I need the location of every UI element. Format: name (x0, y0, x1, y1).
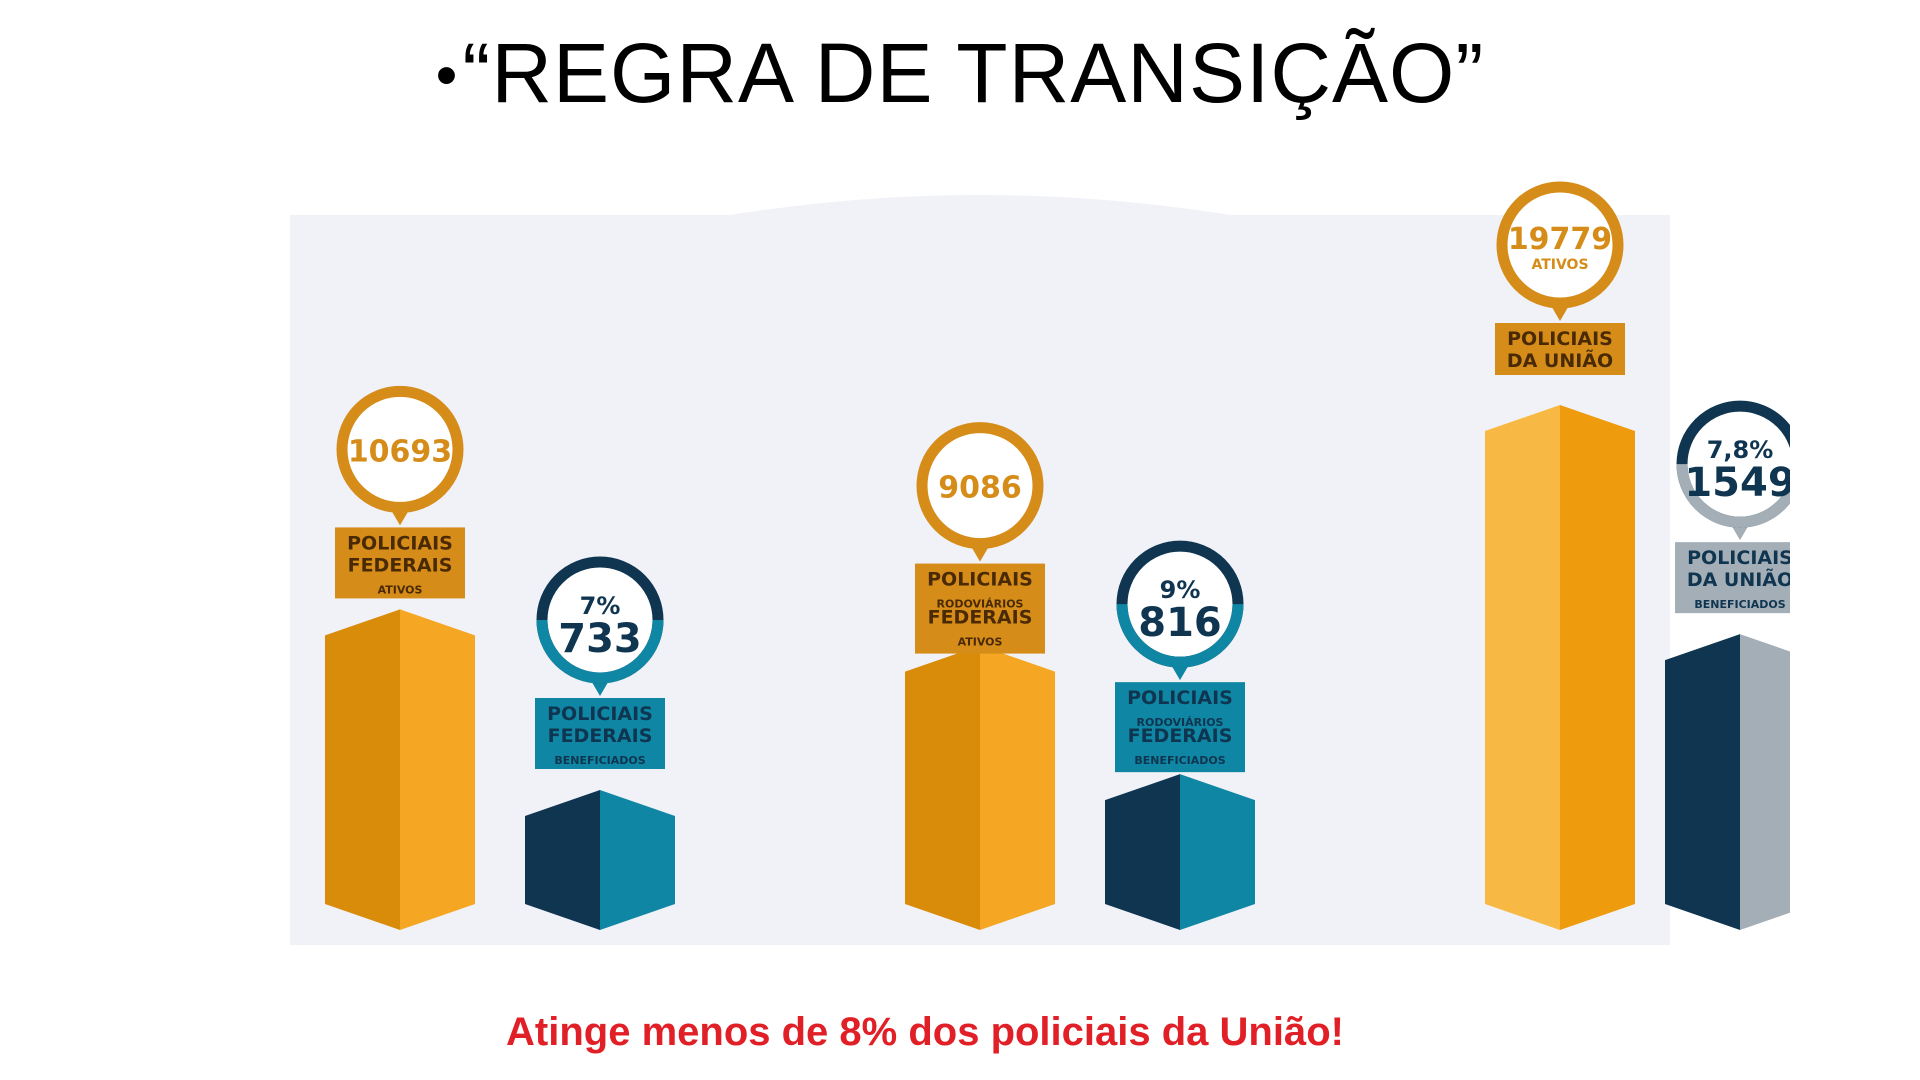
benefited-label-box-line: POLICIAIS (547, 703, 653, 725)
active-label-box-line: POLICIAIS (927, 569, 1033, 591)
bar-benefited-right-face (1180, 774, 1255, 930)
benefited-label-box-line: BENEFICIADOS (554, 754, 645, 767)
bar-benefited (1105, 774, 1255, 930)
benefited-value-pin-ring-lower (1116, 604, 1244, 668)
bar-benefited (525, 790, 675, 930)
bar-benefited-left-face (525, 790, 600, 930)
chart-caption: Atinge menos de 8% dos policiais da Uniã… (506, 1010, 1344, 1054)
benefited-value-pin (536, 556, 664, 696)
active-label-box-bg (335, 527, 465, 599)
benefited-value-pin-ring-lower (536, 619, 664, 684)
benefited-label-box-line: RODOVIÁRIOS (1137, 716, 1224, 729)
bar-active-left-face (905, 645, 980, 930)
benefited-value-label: 816 (1138, 600, 1222, 646)
bar-active (1485, 405, 1635, 930)
benefited-label-box-line: POLICIAIS (1127, 687, 1233, 709)
benefited-label-box-line: DA UNIÃO (1687, 567, 1790, 591)
benefited-label-box-bg (1675, 542, 1790, 614)
active-value-label: 10693 (348, 434, 452, 469)
active-value-pin-ring (1496, 181, 1624, 309)
active-label-box-line: FEDERAIS (928, 607, 1033, 629)
benefited-pct-label: 9% (1160, 576, 1201, 604)
bar-chart: POLICIAISFEDERAISATIVOS10693POLICIAISFED… (290, 181, 1790, 945)
bar-benefited-left-face (1665, 634, 1740, 930)
benefited-value-label: 1549 (1684, 460, 1790, 506)
benefited-label-box-line: POLICIAIS (1687, 547, 1790, 569)
bar-active (905, 645, 1055, 930)
active-label-box-line: POLICIAIS (1507, 328, 1613, 350)
bar-active-right-face (1560, 405, 1635, 930)
slide-title: •“REGRA DE TRANSIÇÃO” (0, 18, 1920, 131)
benefited-value-pin-ring-lower (1676, 464, 1790, 528)
benefited-value-label: 733 (558, 616, 642, 662)
active-label-box-line: ATIVOS (958, 636, 1003, 649)
bar-benefited-left-face (1105, 774, 1180, 930)
active-value-label: 9086 (938, 471, 1022, 506)
category-group: POLICIAISFEDERAISATIVOS10693POLICIAISFED… (325, 385, 675, 930)
bar-active-left-face (1485, 405, 1560, 930)
active-label-box-bg (915, 563, 1045, 654)
active-value-pin (1496, 181, 1624, 321)
benefited-pct-label: 7,8% (1707, 436, 1774, 464)
benefited-pct-label: 7% (580, 592, 621, 620)
active-value-label: 19779 (1508, 222, 1612, 257)
benefited-label-box-line: FEDERAIS (1128, 725, 1233, 747)
bar-benefited (1665, 634, 1790, 930)
active-label-box-line: DA UNIÃO (1507, 348, 1613, 372)
benefited-label-box-line: BENEFICIADOS (1134, 754, 1225, 767)
benefited-label-box-bg (535, 698, 665, 769)
active-value-pin-ring (336, 385, 464, 513)
benefited-value-pin (1116, 540, 1244, 681)
bar-active-left-face (325, 609, 400, 930)
benefited-value-pin (1676, 400, 1790, 541)
active-label-box-line: FEDERAIS (348, 554, 453, 576)
active-label-box-line: ATIVOS (378, 583, 423, 596)
active-label-box-line: POLICIAIS (347, 532, 453, 554)
title-text: “REGRA DE TRANSIÇÃO” (462, 26, 1485, 120)
bar-active-right-face (400, 609, 475, 930)
category-group: POLICIAISRODOVIÁRIOSFEDERAISATIVOS9086PO… (905, 422, 1255, 930)
bar-benefited-right-face (600, 790, 675, 930)
bar-active-right-face (980, 645, 1055, 930)
benefited-label-box-line: BENEFICIADOS (1694, 598, 1785, 611)
bar-benefited-right-face (1740, 634, 1790, 930)
title-bullet: • (435, 41, 459, 110)
active-value-pin-ring (916, 422, 1044, 550)
chart-marks: POLICIAISFEDERAISATIVOS10693POLICIAISFED… (325, 181, 1790, 930)
benefited-label-box-line: FEDERAIS (548, 725, 653, 747)
active-value-pin (336, 385, 464, 526)
active-label-box-line: RODOVIÁRIOS (937, 598, 1024, 611)
active-sub-label: ATIVOS (1531, 257, 1588, 273)
active-label-box-bg (1495, 323, 1625, 375)
active-value-pin (916, 422, 1044, 562)
bar-active (325, 609, 475, 930)
benefited-label-box-bg (1115, 682, 1245, 773)
